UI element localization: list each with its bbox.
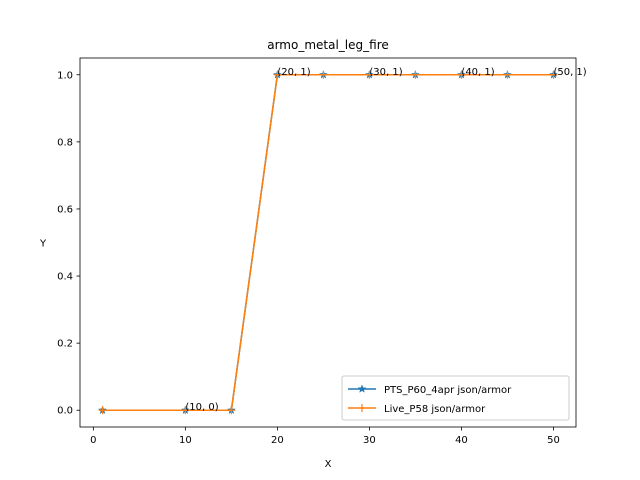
legend-item: PTS_P60_4apr json/armor — [348, 384, 512, 396]
point-annotation: (20, 1) — [277, 67, 310, 78]
point-annotation: (40, 1) — [461, 67, 494, 78]
data-point — [227, 406, 236, 415]
legend: PTS_P60_4apr json/armor Live_P58 json/arm… — [341, 375, 570, 421]
y-tick-label: 0.4 — [57, 272, 73, 283]
series — [98, 70, 558, 415]
series-layer — [98, 70, 558, 415]
x-tick-label: 0 — [90, 435, 96, 446]
data-point — [319, 70, 328, 79]
x-axis-ticks: 0 10 20 30 40 50 — [90, 427, 560, 446]
data-point — [365, 70, 374, 79]
y-axis-label: Y — [39, 239, 47, 250]
data-point — [549, 70, 558, 79]
data-point — [457, 70, 466, 79]
x-tick-label: 50 — [547, 435, 560, 446]
data-point — [411, 70, 420, 79]
series-line — [102, 74, 554, 411]
data-point — [503, 70, 512, 79]
series — [98, 70, 558, 415]
data-point — [357, 384, 367, 393]
point-annotation: (50, 1) — [553, 67, 586, 78]
data-point — [273, 70, 282, 79]
x-tick-label: 30 — [363, 435, 376, 446]
y-tick-label: 0.6 — [57, 204, 73, 215]
point-annotation: (30, 1) — [369, 67, 402, 78]
data-point — [358, 404, 366, 412]
legend-box — [341, 375, 570, 421]
y-tick-label: 0.2 — [57, 339, 73, 350]
x-tick-label: 10 — [179, 435, 192, 446]
data-point — [181, 406, 190, 415]
annotation-layer: (10, 0) (20, 1) (30, 1) (40, 1) (50, 1) — [185, 67, 586, 413]
y-tick-label: 0.0 — [57, 406, 73, 417]
y-tick-label: 0.8 — [57, 137, 73, 148]
point-annotation: (10, 0) — [185, 402, 218, 413]
x-axis-label: X — [325, 459, 332, 470]
data-point — [98, 406, 107, 415]
x-tick-label: 20 — [271, 435, 284, 446]
series-line — [102, 74, 554, 411]
legend-item: Live_P58 json/armor — [348, 404, 486, 415]
legend-label: PTS_P60_4apr json/armor — [384, 385, 512, 396]
axes-frame — [79, 57, 577, 428]
chart-title: armo_metal_leg_fire — [267, 38, 389, 52]
legend-label: Live_P58 json/armor — [384, 404, 486, 415]
x-tick-label: 40 — [455, 435, 468, 446]
y-tick-label: 1.0 — [57, 70, 73, 81]
y-axis-ticks: 0.0 0.2 0.4 0.6 0.8 1.0 — [57, 70, 80, 417]
plot-area: (10, 0) (20, 1) (30, 1) (40, 1) (50, 1) 0 10 2… — [57, 57, 587, 446]
